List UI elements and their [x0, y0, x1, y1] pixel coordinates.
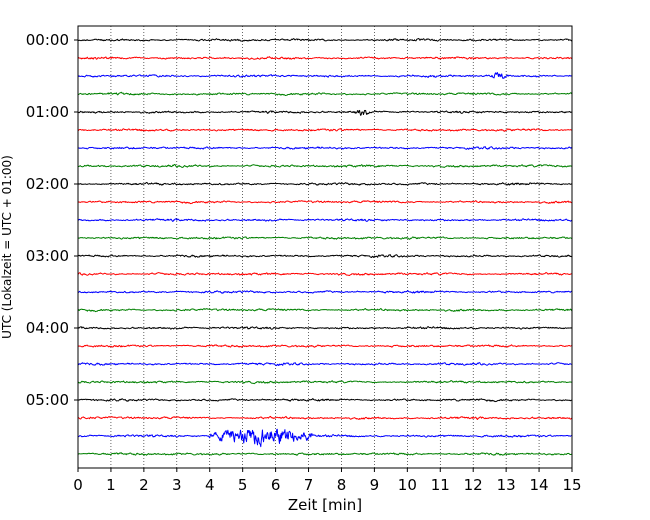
x-axis: 0 1 2 3 4 5 6 7 8 9 10 11 12 13 14 15 — [73, 468, 582, 494]
y-tick-label: 03:00 — [26, 247, 69, 265]
x-tick-label: 3 — [172, 476, 182, 494]
seismic-trace — [77, 326, 573, 330]
seismic-trace — [77, 56, 573, 60]
seismic-trace — [77, 428, 573, 448]
x-tick-label: 10 — [398, 476, 417, 494]
seismic-trace — [77, 307, 573, 313]
x-axis-label: Zeit [min] — [288, 496, 362, 514]
seismic-trace — [77, 163, 573, 168]
x-tick-label: 0 — [73, 476, 83, 494]
x-tick-label: 13 — [497, 476, 516, 494]
seismic-trace — [77, 254, 573, 258]
seismic-trace — [77, 38, 573, 42]
seismic-trace — [77, 200, 573, 205]
y-axis: 00:00 01:00 02:00 03:00 04:00 05:00 — [26, 31, 78, 409]
seismic-trace — [77, 452, 573, 456]
x-tick-label: 8 — [337, 476, 347, 494]
x-tick-label: 12 — [464, 476, 483, 494]
seismic-trace — [77, 272, 573, 276]
seismic-trace — [77, 398, 573, 403]
y-tick-label: 02:00 — [26, 175, 69, 193]
seismic-trace — [77, 128, 573, 132]
seismic-trace — [77, 415, 573, 420]
y-tick-label: 05:00 — [26, 391, 69, 409]
y-axis-label: UTC (Lokalzeit = UTC + 01:00) — [0, 155, 14, 339]
y-tick-label: 01:00 — [26, 103, 69, 121]
seismic-trace — [77, 344, 573, 348]
seismic-trace — [77, 290, 573, 294]
grid-layer — [110, 26, 540, 468]
seismic-trace — [77, 72, 573, 79]
seismic-trace — [77, 182, 573, 186]
seismic-trace — [77, 236, 573, 240]
x-tick-label: 7 — [304, 476, 314, 494]
seismic-trace — [77, 146, 573, 150]
x-tick-label: 1 — [106, 476, 116, 494]
plot-frame — [77, 25, 573, 469]
x-tick-label: 14 — [530, 476, 549, 494]
seismic-trace — [77, 218, 573, 223]
x-tick-label: 2 — [139, 476, 149, 494]
seismic-trace — [77, 109, 573, 116]
seismic-trace — [77, 91, 573, 97]
y-tick-label: 04:00 — [26, 319, 69, 337]
seismic-trace — [77, 362, 573, 367]
y-tick-label: 00:00 — [26, 31, 69, 49]
trace-layer — [77, 38, 573, 456]
x-tick-label: 4 — [205, 476, 215, 494]
x-tick-label: 11 — [431, 476, 450, 494]
x-tick-label: 15 — [562, 476, 581, 494]
x-tick-label: 5 — [238, 476, 248, 494]
x-tick-label: 6 — [271, 476, 281, 494]
x-tick-label: 9 — [370, 476, 380, 494]
seismic-trace — [77, 380, 573, 385]
